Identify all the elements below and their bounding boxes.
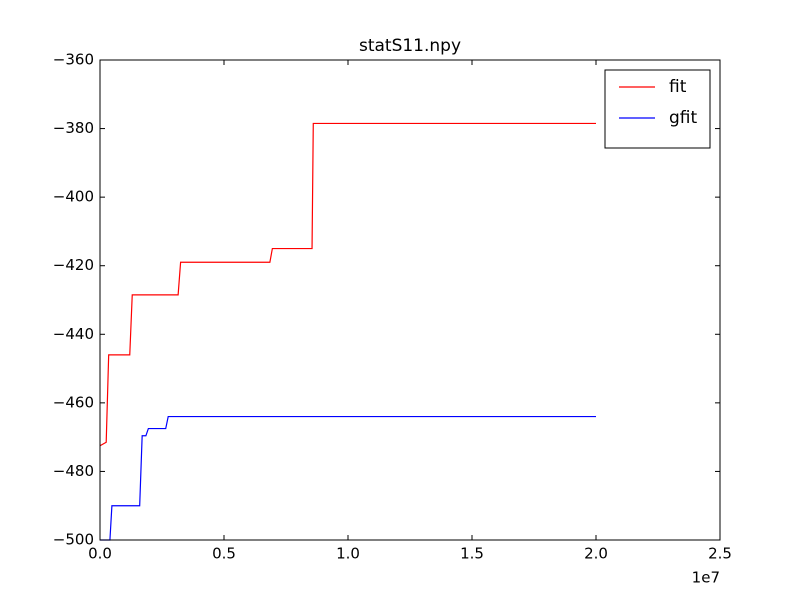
y-tick-label: −440	[53, 325, 94, 343]
y-tick-label: −380	[53, 119, 94, 137]
legend-box	[604, 69, 711, 149]
data-line	[100, 415, 596, 541]
legend: fit gfit	[604, 69, 711, 149]
x-tick-label: 2.0	[584, 545, 608, 563]
y-tick-label: −420	[53, 256, 94, 274]
data-line	[99, 122, 596, 447]
chart-title: statS11.npy	[359, 36, 461, 56]
x-tick-label: 1.5	[460, 545, 484, 563]
y-tick-label: −400	[53, 188, 94, 206]
plot-frame	[99, 59, 721, 541]
x-tick-label: 0.0	[88, 545, 112, 563]
x-offset-label: 1e7	[692, 569, 720, 587]
y-tick-label: −460	[53, 393, 94, 411]
x-tick-label: 0.5	[212, 545, 236, 563]
y-tick-label: −500	[53, 531, 94, 549]
legend-label: gfit	[669, 108, 697, 128]
y-tick-label: −480	[53, 462, 94, 480]
y-tick-label: −360	[53, 51, 94, 69]
legend-label: fit	[669, 77, 687, 97]
x-tick-label: 1.0	[336, 545, 360, 563]
x-tick-label: 2.5	[708, 545, 732, 563]
